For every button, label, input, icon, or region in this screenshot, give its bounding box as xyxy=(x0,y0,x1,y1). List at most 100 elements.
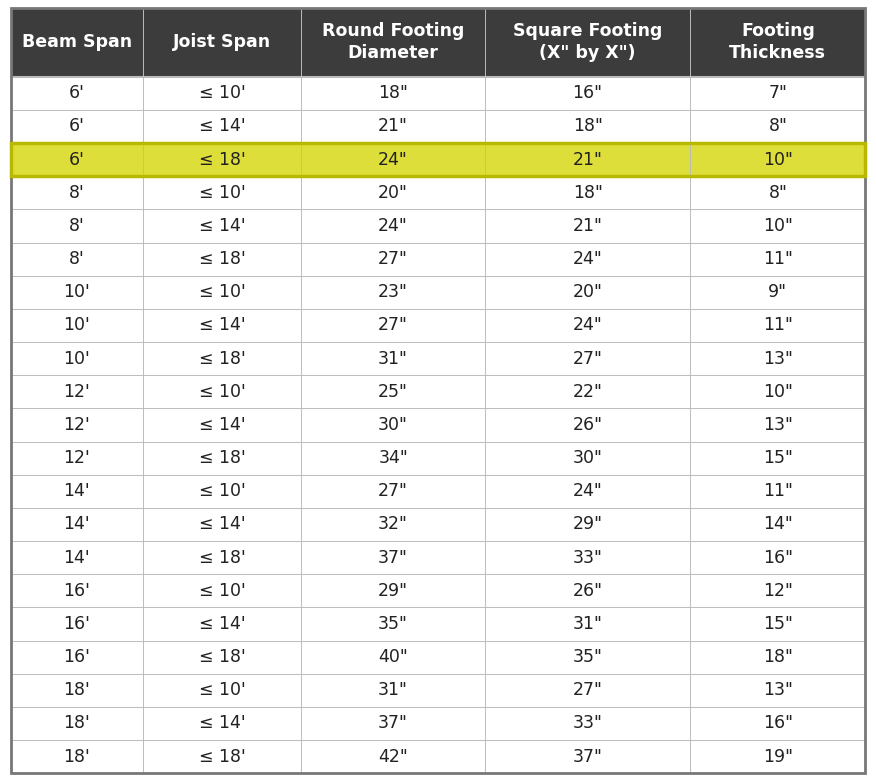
Text: 27": 27" xyxy=(573,681,603,699)
Text: 10": 10" xyxy=(763,217,793,235)
Bar xyxy=(143,342,301,375)
Bar xyxy=(143,209,301,243)
Bar xyxy=(143,608,301,640)
Bar xyxy=(301,143,485,177)
Bar xyxy=(485,243,690,276)
Text: 42": 42" xyxy=(378,747,408,765)
Bar xyxy=(301,8,485,77)
Text: Joist Span: Joist Span xyxy=(173,34,272,52)
Text: ≤ 10': ≤ 10' xyxy=(199,681,245,699)
Text: ≤ 14': ≤ 14' xyxy=(199,117,245,135)
Bar xyxy=(11,640,143,674)
Text: ≤ 14': ≤ 14' xyxy=(199,316,245,334)
Bar xyxy=(301,276,485,308)
Text: ≤ 14': ≤ 14' xyxy=(199,515,245,533)
Text: 18': 18' xyxy=(63,681,90,699)
Text: 12': 12' xyxy=(63,383,90,401)
Bar xyxy=(11,342,143,375)
Text: 30": 30" xyxy=(378,416,408,434)
Text: ≤ 10': ≤ 10' xyxy=(199,284,245,301)
Text: 16": 16" xyxy=(763,715,793,733)
Text: ≤ 10': ≤ 10' xyxy=(199,383,245,401)
Text: Beam Span: Beam Span xyxy=(22,34,131,52)
Bar xyxy=(485,508,690,541)
Bar xyxy=(690,243,865,276)
Bar xyxy=(485,143,690,177)
Text: 34": 34" xyxy=(378,449,408,467)
Bar xyxy=(301,375,485,408)
Bar xyxy=(11,608,143,640)
Text: 18": 18" xyxy=(378,84,408,102)
Bar xyxy=(485,209,690,243)
Bar xyxy=(11,408,143,441)
Bar xyxy=(11,541,143,574)
Bar xyxy=(143,475,301,508)
Bar xyxy=(143,674,301,707)
Bar xyxy=(11,143,143,177)
Bar xyxy=(485,8,690,77)
Bar xyxy=(690,674,865,707)
Bar xyxy=(143,574,301,608)
Bar xyxy=(11,276,143,308)
Bar xyxy=(485,740,690,773)
Text: 24": 24" xyxy=(573,250,603,268)
Text: 15": 15" xyxy=(763,449,793,467)
Text: 8": 8" xyxy=(768,184,788,201)
Text: 26": 26" xyxy=(573,416,603,434)
Text: 10': 10' xyxy=(63,350,90,368)
Text: 27": 27" xyxy=(378,483,408,501)
Text: Square Footing
(X" by X"): Square Footing (X" by X") xyxy=(513,22,662,62)
Bar xyxy=(690,143,865,177)
Text: 12': 12' xyxy=(63,416,90,434)
Text: ≤ 10': ≤ 10' xyxy=(199,582,245,600)
Bar xyxy=(690,740,865,773)
Text: 10': 10' xyxy=(63,316,90,334)
Bar xyxy=(301,640,485,674)
Text: 6': 6' xyxy=(69,84,85,102)
Text: ≤ 18': ≤ 18' xyxy=(199,151,245,169)
Bar xyxy=(143,308,301,342)
Text: 37": 37" xyxy=(378,548,408,566)
Bar xyxy=(301,707,485,740)
Bar xyxy=(11,110,143,143)
Bar xyxy=(143,276,301,308)
Text: ≤ 18': ≤ 18' xyxy=(199,250,245,268)
Text: 13": 13" xyxy=(763,681,793,699)
Bar xyxy=(690,608,865,640)
Bar xyxy=(143,441,301,475)
Text: 8': 8' xyxy=(69,250,85,268)
Text: 35": 35" xyxy=(573,648,603,666)
Text: 16": 16" xyxy=(573,84,603,102)
Bar xyxy=(11,441,143,475)
Bar xyxy=(301,475,485,508)
Text: 13": 13" xyxy=(763,416,793,434)
Bar xyxy=(301,541,485,574)
Bar xyxy=(11,8,143,77)
Bar xyxy=(301,177,485,209)
Bar xyxy=(143,143,301,177)
Bar xyxy=(301,740,485,773)
Text: 8': 8' xyxy=(69,217,85,235)
Text: 12": 12" xyxy=(763,582,793,600)
Text: 7": 7" xyxy=(768,84,788,102)
Bar xyxy=(143,408,301,441)
Bar xyxy=(485,77,690,110)
Text: ≤ 14': ≤ 14' xyxy=(199,217,245,235)
Bar xyxy=(690,8,865,77)
Text: 26": 26" xyxy=(573,582,603,600)
Text: ≤ 10': ≤ 10' xyxy=(199,483,245,501)
Text: 37": 37" xyxy=(378,715,408,733)
Bar xyxy=(485,640,690,674)
Text: ≤ 14': ≤ 14' xyxy=(199,715,245,733)
Text: ≤ 10': ≤ 10' xyxy=(199,184,245,201)
Bar xyxy=(690,375,865,408)
Text: ≤ 10': ≤ 10' xyxy=(199,84,245,102)
Text: 18": 18" xyxy=(573,117,603,135)
Bar xyxy=(690,276,865,308)
Text: 11": 11" xyxy=(763,483,793,501)
Text: 9": 9" xyxy=(768,284,788,301)
Bar xyxy=(11,508,143,541)
Bar xyxy=(690,77,865,110)
Text: 21": 21" xyxy=(378,117,408,135)
Text: 21": 21" xyxy=(573,217,603,235)
